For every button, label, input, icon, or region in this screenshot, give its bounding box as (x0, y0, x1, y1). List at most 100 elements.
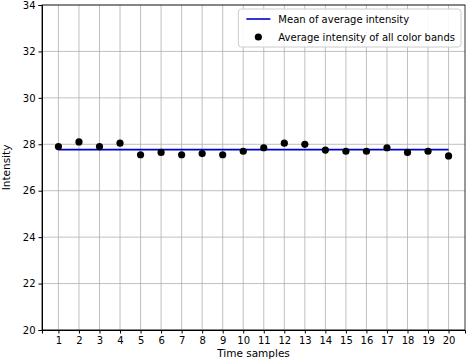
grid-line (42, 283, 465, 284)
y-tick: 30 (23, 93, 42, 104)
tick-mark (39, 191, 43, 192)
tick-mark (99, 330, 100, 334)
x-tick: 3 (97, 330, 103, 346)
tick-label: 20 (23, 325, 36, 336)
plot-area: 1234567891011121314151617181920202224262… (23, 0, 466, 346)
point (424, 148, 431, 155)
marks (55, 138, 452, 159)
tick-mark (79, 330, 80, 334)
grid-line (161, 5, 162, 330)
tick-label: 3 (97, 335, 103, 346)
tick-mark (223, 330, 224, 334)
y-axis: 2022242628303234 (23, 0, 43, 336)
tick-mark (305, 330, 306, 334)
legend-swatch (246, 18, 270, 20)
x-tick: 13 (299, 330, 312, 346)
grid-line (202, 5, 203, 330)
x-tick: 19 (422, 330, 435, 346)
x-axis-title: Time samples (216, 347, 290, 359)
x-axis: 1234567891011121314151617181920 (43, 330, 466, 346)
x-tick: 17 (381, 330, 394, 346)
x-tick: 14 (320, 330, 333, 346)
point (55, 143, 62, 150)
tick-label: 14 (320, 335, 333, 346)
y-tick: 34 (23, 0, 42, 11)
tick-mark (325, 330, 326, 334)
point (240, 148, 247, 155)
tick-mark (428, 330, 429, 334)
grid-line (120, 5, 121, 330)
y-tick: 20 (23, 325, 42, 336)
tick-label: 5 (138, 335, 144, 346)
x-tick: 2 (76, 330, 82, 346)
grid-line (407, 5, 408, 330)
grid-line (263, 5, 264, 330)
tick-mark (243, 330, 244, 334)
grid (42, 5, 465, 330)
grid-line (42, 97, 465, 98)
chart: 1234567891011121314151617181920202224262… (0, 0, 470, 360)
tick-label: 18 (402, 335, 415, 346)
point (260, 144, 267, 151)
tick-label: 15 (340, 335, 353, 346)
legend-swatch (255, 33, 262, 40)
tick-mark (58, 330, 59, 334)
tick-mark (39, 237, 43, 238)
tick-mark (39, 5, 43, 6)
point (404, 149, 411, 156)
tick-mark (39, 284, 43, 285)
legend-label: Mean of average intensity (278, 14, 409, 25)
point (301, 141, 308, 148)
tick-mark (39, 98, 43, 99)
legend-box (238, 9, 461, 47)
x-tick: 7 (179, 330, 185, 346)
y-axis-title: Intensity (0, 145, 12, 191)
tick-label: 13 (299, 335, 312, 346)
tick-mark (202, 330, 203, 334)
tick-mark (346, 330, 347, 334)
point (178, 151, 185, 158)
tick-mark (366, 330, 367, 334)
tick-label: 30 (23, 93, 36, 104)
tick-mark (387, 330, 388, 334)
tick-label: 8 (199, 335, 205, 346)
tick-mark (264, 330, 265, 334)
axis-line (43, 331, 466, 334)
tick-mark (39, 330, 43, 331)
grid-line (181, 5, 182, 330)
x-tick: 4 (117, 330, 123, 346)
frame (42, 5, 465, 330)
tick-mark (408, 330, 409, 334)
x-tick: 9 (220, 330, 226, 346)
x-tick: 18 (402, 330, 415, 346)
tick-label: 11 (258, 335, 271, 346)
grid-line (304, 5, 305, 330)
y-tick: 26 (23, 185, 42, 196)
grid-line (78, 5, 79, 330)
grid-line (42, 51, 465, 52)
point (363, 148, 370, 155)
tick-label: 26 (23, 185, 36, 196)
x-tick: 8 (199, 330, 205, 346)
point (342, 148, 349, 155)
tick-label: 1 (56, 335, 62, 346)
grid-line (222, 5, 223, 330)
grid-line (99, 5, 100, 330)
tick-mark (449, 330, 450, 334)
grid-line (243, 5, 244, 330)
point (445, 152, 452, 159)
tick-label: 2 (76, 335, 82, 346)
tick-mark (120, 330, 121, 334)
tick-mark (39, 144, 43, 145)
grid-line (42, 190, 465, 191)
tick-mark (39, 51, 43, 52)
tick-label: 4 (117, 335, 123, 346)
tick-label: 24 (23, 232, 36, 243)
x-tick: 16 (361, 330, 374, 346)
grid-line (42, 237, 465, 238)
tick-label: 16 (361, 335, 374, 346)
grid-line (42, 144, 465, 145)
x-tick: 1 (56, 330, 62, 346)
tick-label: 7 (179, 335, 185, 346)
y-tick: 24 (23, 232, 42, 243)
